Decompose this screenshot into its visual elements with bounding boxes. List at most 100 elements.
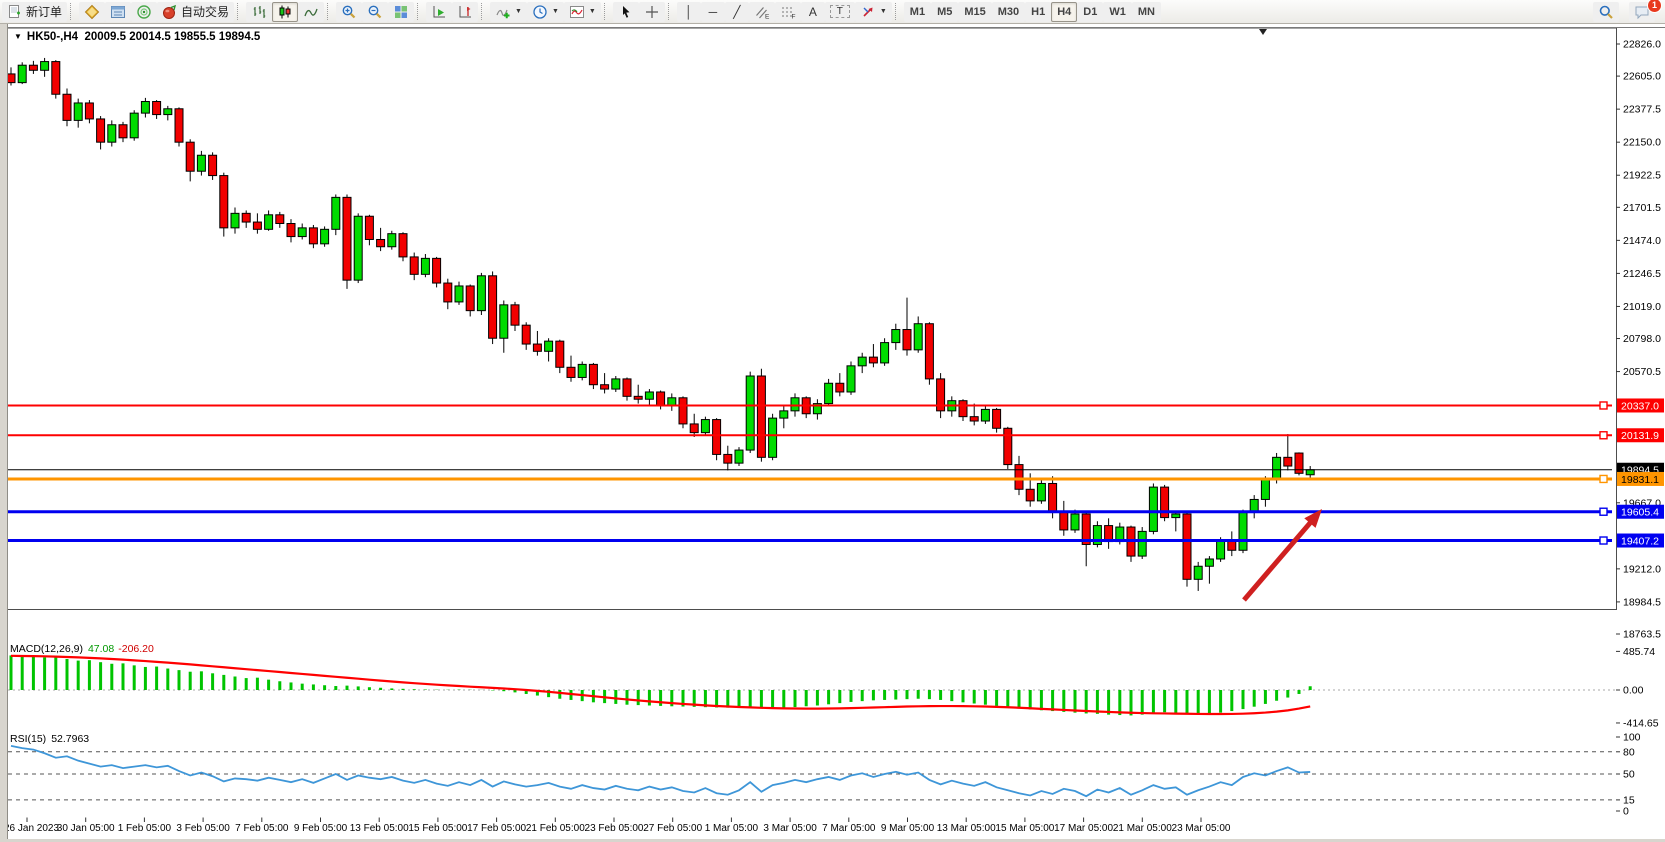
chart-candles-button[interactable] [272, 1, 299, 22]
vline-tool-button[interactable]: │ [676, 1, 701, 22]
collapse-triangle-icon: ▼ [14, 32, 22, 41]
svg-text:F: F [791, 13, 795, 20]
svg-text:22826.0: 22826.0 [1623, 39, 1661, 51]
zoom-in-icon [341, 4, 357, 20]
svg-text:1 Mar 05:00: 1 Mar 05:00 [705, 823, 759, 834]
indicators-button[interactable]: ▼ [490, 1, 527, 22]
crosshair-button[interactable] [638, 1, 665, 22]
notification-badge: 1 [1647, 0, 1662, 13]
crosshair-icon [644, 4, 660, 20]
svg-text:17 Feb 05:00: 17 Feb 05:00 [467, 823, 526, 834]
svg-text:9 Feb 05:00: 9 Feb 05:00 [294, 823, 348, 834]
new-order-button[interactable]: 新订单 [2, 1, 68, 22]
svg-text:-414.65: -414.65 [1623, 717, 1659, 729]
vertical-line-icon: │ [685, 4, 693, 19]
signals-button[interactable] [131, 1, 158, 22]
price-axis: 22826.0 22605.0 22377.5 22150.0 21922.5 21701… [1616, 39, 1661, 641]
svg-text:21922.5: 21922.5 [1623, 170, 1661, 182]
tile-windows-button[interactable] [388, 1, 415, 22]
trendline-icon: ╱ [733, 4, 741, 19]
timeframe-w1-button[interactable]: W1 [1103, 1, 1132, 22]
svg-text:21701.5: 21701.5 [1623, 202, 1661, 214]
chart-template-icon [569, 4, 585, 20]
market-watch-button[interactable] [79, 1, 106, 22]
cursor-icon [618, 4, 634, 20]
toolbar-grip [894, 3, 900, 20]
dropdown-caret-icon: ▼ [551, 8, 559, 15]
timeframe-m30-button[interactable]: M30 [991, 1, 1026, 22]
label-tool-button[interactable]: T [824, 1, 855, 22]
chart-line-button[interactable] [298, 1, 325, 22]
autotrading-button[interactable]: 自动交易 [157, 1, 235, 22]
search-button[interactable] [1593, 1, 1619, 22]
new-order-icon [7, 4, 23, 20]
svg-text:9 Mar 05:00: 9 Mar 05:00 [881, 823, 935, 834]
svg-text:50: 50 [1623, 769, 1635, 781]
macd-indicator-label: MACD(12,26,9) 47.08 -206.20 [10, 643, 154, 655]
trend-arrow-annotation[interactable] [1242, 509, 1322, 602]
svg-text:27 Feb 05:00: 27 Feb 05:00 [643, 823, 702, 834]
svg-text:15 Feb 05:00: 15 Feb 05:00 [408, 823, 467, 834]
rsi-panel: 100 80 50 150 [8, 732, 1641, 818]
channel-tool-button[interactable]: E [748, 1, 775, 22]
rsi-indicator-label: RSI(15) 52.7963 [10, 733, 89, 745]
signals-icon [136, 4, 152, 20]
svg-text:13 Mar 05:00: 13 Mar 05:00 [937, 823, 996, 834]
zoom-out-button[interactable] [362, 1, 389, 22]
autoscroll-button[interactable] [426, 1, 453, 22]
svg-text:80: 80 [1623, 746, 1635, 758]
main-panel-frame [7, 27, 1617, 610]
horizontal-line-icon: ─ [708, 4, 718, 19]
timeframe-h1-button[interactable]: H1 [1025, 1, 1052, 22]
templates-button[interactable]: ▼ [563, 1, 601, 22]
toolbar-grip [237, 3, 242, 20]
periods-button[interactable]: ▼ [526, 1, 564, 22]
svg-text:7 Feb 05:00: 7 Feb 05:00 [235, 823, 289, 834]
chart-bars-button[interactable] [246, 1, 273, 22]
svg-text:23 Feb 05:00: 23 Feb 05:00 [585, 823, 644, 834]
timeframe-m5-button[interactable]: M5 [931, 1, 959, 22]
dropdown-caret-icon: ▼ [515, 8, 522, 15]
macd-signal-value: -206.20 [118, 643, 154, 655]
fibonacci-tool-button[interactable]: F [774, 1, 801, 22]
chart-title-symbol: HK50-,H4 [26, 31, 79, 43]
dropdown-caret-icon: ▼ [879, 8, 887, 15]
timeframe-d1-button[interactable]: D1 [1077, 1, 1104, 22]
text-tool-button[interactable]: A [800, 1, 825, 22]
timeframe-m1-button[interactable]: M1 [903, 1, 932, 22]
arrows-tool-button[interactable]: ▼ [854, 1, 892, 22]
cursor-button[interactable] [612, 1, 639, 22]
svg-text:3 Mar 05:00: 3 Mar 05:00 [763, 823, 817, 834]
svg-text:19212.0: 19212.0 [1623, 563, 1661, 575]
rsi-value: 52.7963 [51, 733, 90, 745]
svg-text:19407.2: 19407.2 [1621, 535, 1659, 547]
svg-text:1 Feb 05:00: 1 Feb 05:00 [118, 823, 172, 834]
line-chart-icon [303, 4, 319, 20]
zoom-in-button[interactable] [336, 1, 363, 22]
market-watch-icon [84, 4, 100, 20]
hlines-layer[interactable]: 20337.020131.919894.519831.119605.419407… [8, 398, 1664, 548]
window-left-edge [0, 24, 8, 842]
clock-icon [532, 4, 548, 20]
toolbar-grip [603, 3, 609, 20]
search-icon [1598, 4, 1614, 20]
chart-shift-marker[interactable] [1259, 29, 1267, 35]
svg-text:30 Jan 05:00: 30 Jan 05:00 [57, 823, 115, 834]
chart-title-ohlc: 20009.5 20014.5 19855.5 19894.5 [84, 31, 261, 43]
svg-text:17 Mar 05:00: 17 Mar 05:00 [1054, 823, 1113, 834]
svg-text:7 Mar 05:00: 7 Mar 05:00 [822, 823, 876, 834]
svg-text:21 Mar 05:00: 21 Mar 05:00 [1113, 823, 1172, 834]
trendline-tool-button[interactable]: ╱ [724, 1, 749, 22]
toolbar-grip [667, 3, 673, 20]
hline-tool-button[interactable]: ─ [700, 1, 725, 22]
timeframe-h4-button[interactable]: H4 [1051, 1, 1078, 22]
timeframe-m15-button[interactable]: M15 [958, 1, 992, 22]
bar-chart-icon [251, 4, 267, 20]
data-window-button[interactable] [105, 1, 132, 22]
chart-shift-button[interactable] [452, 1, 479, 22]
text-label-icon: T [829, 5, 850, 18]
timeframe-mn-button[interactable]: MN [1131, 1, 1161, 22]
notifications-button[interactable]: 1 [1629, 0, 1662, 22]
